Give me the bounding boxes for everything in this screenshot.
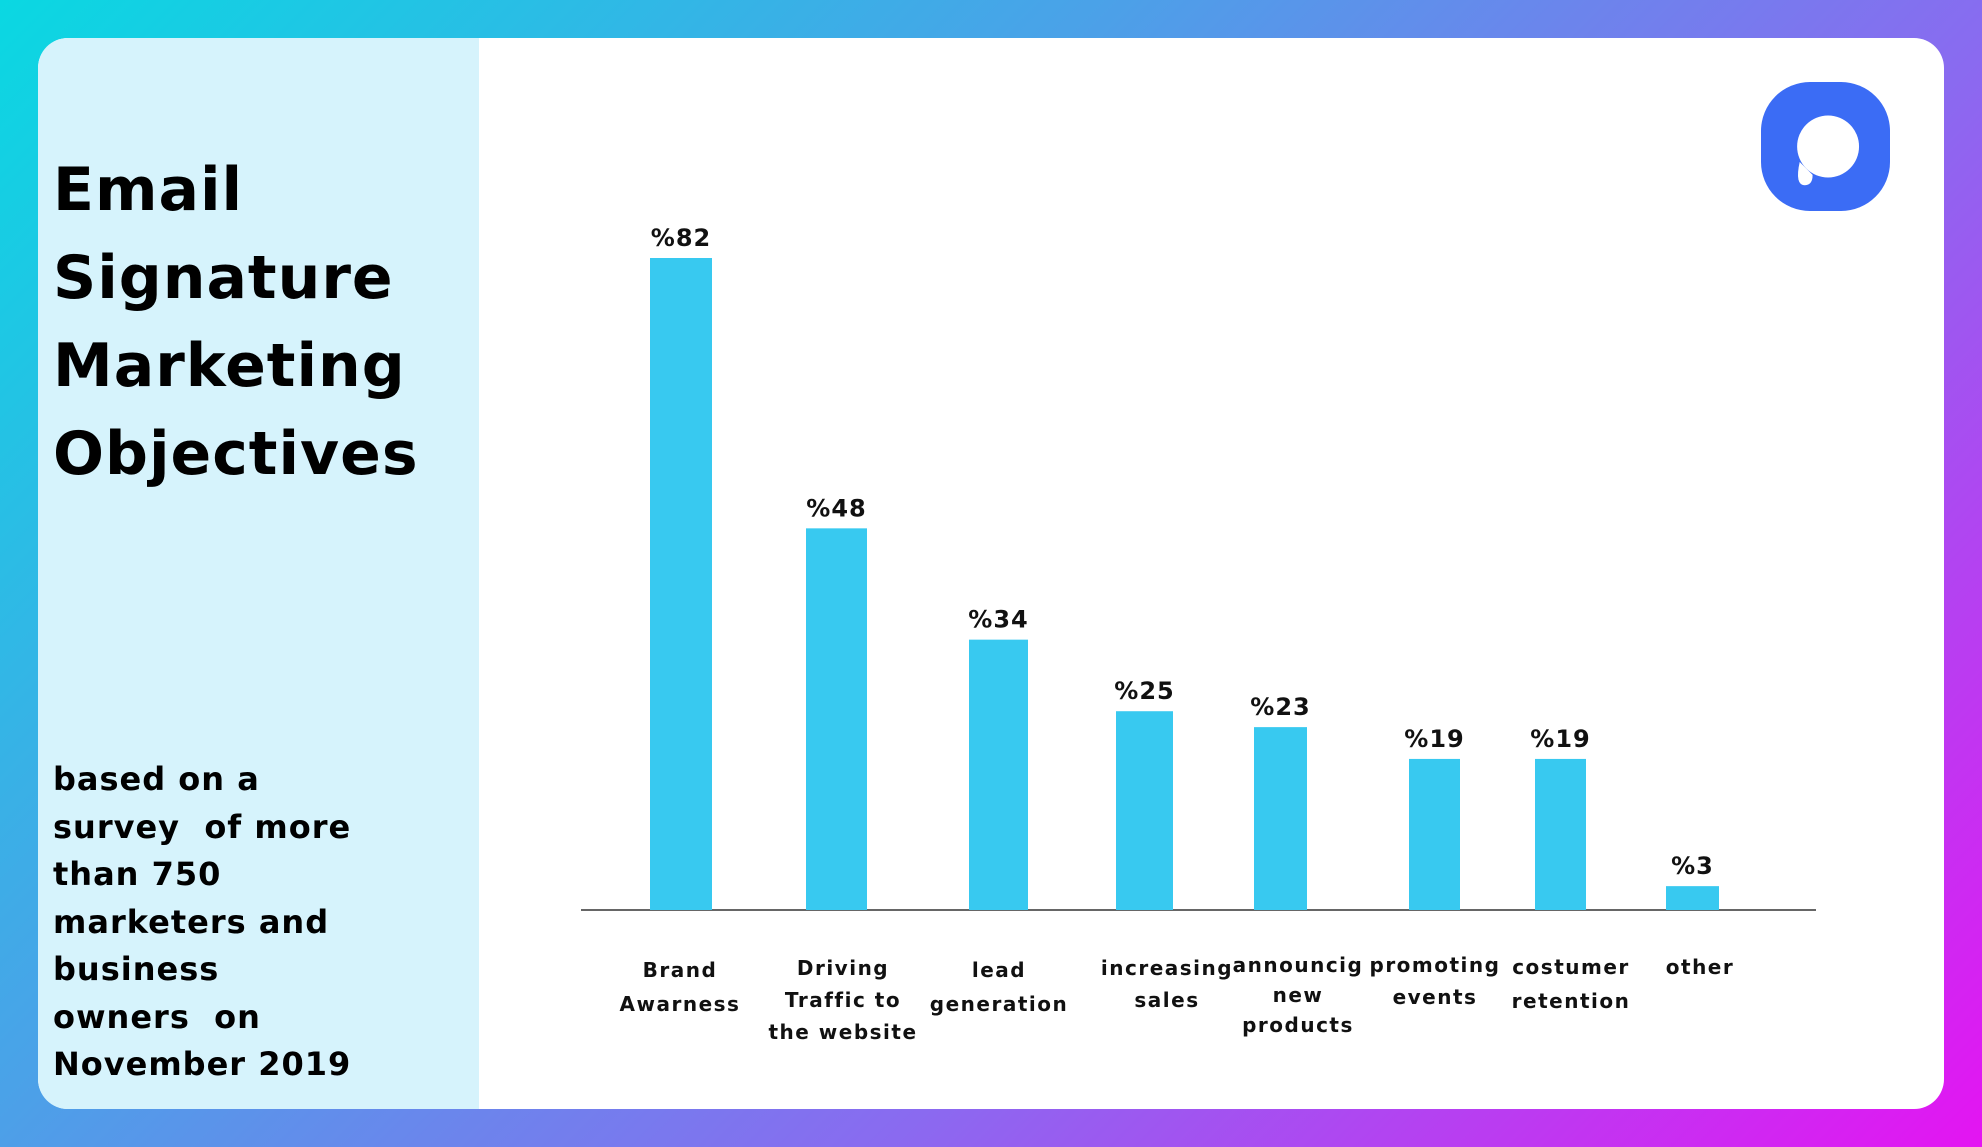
category-label: increasing [1101, 956, 1233, 980]
value-label: %3 [1671, 852, 1714, 880]
category-label: costumer [1512, 955, 1630, 979]
category-label: sales [1134, 988, 1199, 1012]
note-line: November 2019 [53, 1045, 352, 1083]
value-label: %48 [806, 494, 866, 522]
note-line: based on a [53, 760, 260, 798]
value-label: %23 [1250, 693, 1310, 721]
survey-note: based on a survey of more than 750 marke… [53, 756, 351, 1089]
bar [650, 258, 712, 910]
bar [1254, 727, 1307, 910]
note-line: than 750 [53, 855, 222, 893]
category-label: lead [972, 958, 1026, 982]
title-line: Marketing [53, 331, 406, 401]
infographic-card: Email Signature Marketing Objectives bas… [38, 38, 1944, 1109]
category-label: Traffic to [785, 988, 901, 1012]
bar [1116, 711, 1173, 910]
category-label: promoting [1370, 953, 1501, 977]
category-label: new [1273, 983, 1324, 1007]
category-label: the website [768, 1020, 917, 1044]
speech-bubble-logo-icon [1761, 82, 1890, 211]
category-label: products [1242, 1013, 1354, 1037]
value-label: %19 [1530, 725, 1590, 753]
category-label: other [1666, 955, 1734, 979]
note-line: owners on [53, 997, 261, 1036]
title-line: Email [53, 155, 244, 225]
title-line: Signature [53, 243, 394, 313]
bar [1666, 886, 1719, 910]
category-label: Brand [643, 958, 718, 982]
bar [969, 639, 1028, 910]
category-label: Driving [797, 956, 889, 980]
bar-chart: %82 Brand Awarness %48 Driving Traffic to the … [581, 224, 1816, 1044]
title-line: Objectives [53, 419, 419, 489]
value-label: %82 [651, 224, 711, 252]
category-label: announcig [1233, 953, 1364, 977]
page-title: Email Signature Marketing Objectives [53, 146, 419, 498]
value-label: %34 [968, 606, 1028, 634]
note-line: business [53, 950, 220, 988]
category-label: Awarness [620, 992, 741, 1016]
value-label: %19 [1404, 725, 1464, 753]
bar [806, 528, 867, 910]
value-label: %25 [1114, 677, 1174, 705]
category-label: generation [930, 992, 1068, 1016]
bar [1409, 758, 1460, 910]
category-label: retention [1512, 989, 1631, 1013]
bar [1535, 758, 1586, 910]
note-line: marketers and [53, 902, 330, 941]
note-line: survey of more [53, 807, 352, 846]
side-panel: Email Signature Marketing Objectives bas… [38, 38, 479, 1109]
category-label: events [1393, 985, 1478, 1009]
